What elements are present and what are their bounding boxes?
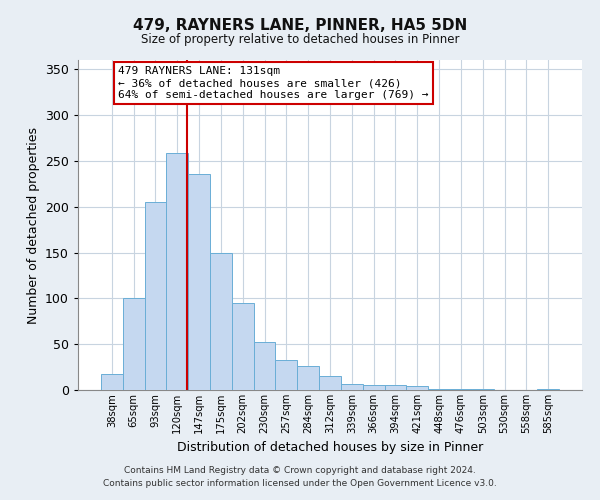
Bar bbox=[537, 389, 559, 390]
Bar bbox=[232, 303, 254, 390]
X-axis label: Distribution of detached houses by size in Pinner: Distribution of detached houses by size … bbox=[177, 442, 483, 454]
Bar bbox=[297, 366, 319, 390]
Bar bbox=[210, 252, 232, 390]
Bar bbox=[385, 386, 406, 390]
Bar bbox=[254, 342, 275, 390]
Bar bbox=[145, 202, 166, 390]
Text: 479 RAYNERS LANE: 131sqm
← 36% of detached houses are smaller (426)
64% of semi-: 479 RAYNERS LANE: 131sqm ← 36% of detach… bbox=[118, 66, 429, 100]
Bar bbox=[188, 174, 210, 390]
Bar bbox=[406, 386, 428, 390]
Y-axis label: Number of detached properties: Number of detached properties bbox=[26, 126, 40, 324]
Bar bbox=[341, 384, 363, 390]
Bar bbox=[275, 360, 297, 390]
Text: Contains HM Land Registry data © Crown copyright and database right 2024.
Contai: Contains HM Land Registry data © Crown c… bbox=[103, 466, 497, 487]
Bar bbox=[166, 154, 188, 390]
Text: 479, RAYNERS LANE, PINNER, HA5 5DN: 479, RAYNERS LANE, PINNER, HA5 5DN bbox=[133, 18, 467, 32]
Bar bbox=[472, 389, 494, 390]
Bar bbox=[450, 389, 472, 390]
Bar bbox=[428, 389, 450, 390]
Bar bbox=[123, 298, 145, 390]
Bar bbox=[363, 386, 385, 390]
Bar bbox=[101, 374, 123, 390]
Text: Size of property relative to detached houses in Pinner: Size of property relative to detached ho… bbox=[141, 32, 459, 46]
Bar bbox=[319, 376, 341, 390]
